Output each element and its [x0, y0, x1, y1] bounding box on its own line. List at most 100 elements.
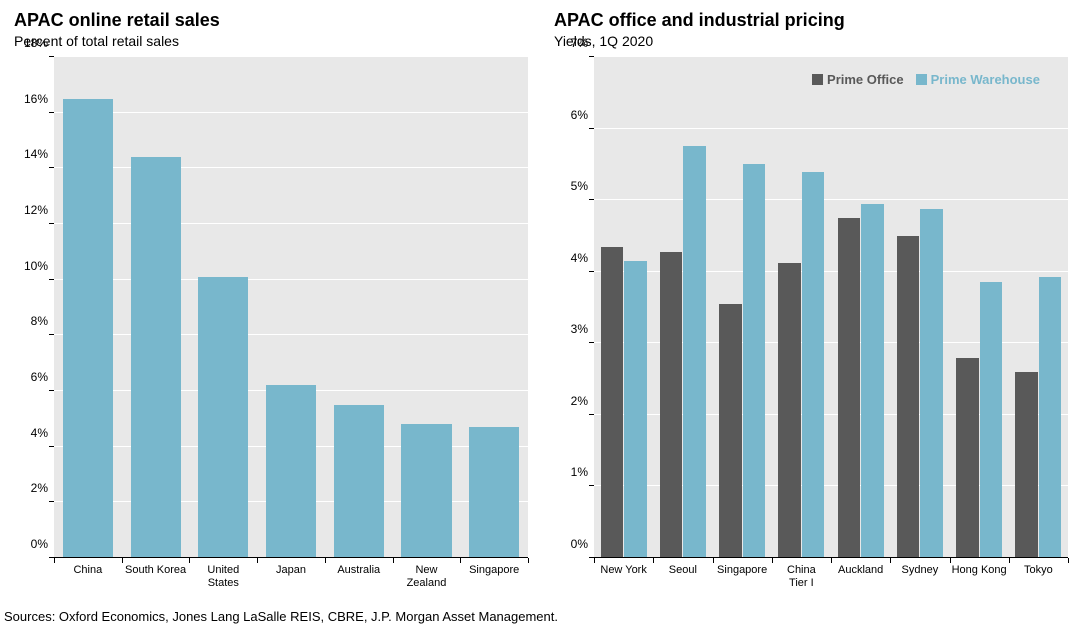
x-tick-mark: [594, 558, 595, 563]
bar: [778, 263, 801, 558]
chart-area: [54, 57, 528, 558]
x-tick-label: Australia: [325, 558, 393, 592]
bar: [1015, 372, 1038, 558]
bar-slot: [653, 57, 712, 558]
bar: [469, 427, 519, 558]
x-tick-mark: [325, 558, 326, 563]
bar: [980, 282, 1003, 558]
bar: [897, 236, 920, 558]
y-tick-label: 12%: [24, 203, 48, 217]
x-tick-mark: [528, 558, 529, 563]
x-tick-label: New York: [594, 558, 653, 592]
legend-item: Prime Office: [812, 72, 904, 87]
x-tick-label: Sydney: [890, 558, 949, 592]
right-subtitle: Yields, 1Q 2020: [554, 33, 1068, 49]
bar-slot: [950, 57, 1009, 558]
y-tick-label: 14%: [24, 147, 48, 161]
y-tick-label: 4%: [571, 251, 588, 265]
legend-swatch: [812, 74, 823, 85]
bar-slot: [460, 57, 528, 558]
right-plot: 0%1%2%3%4%5%6%7% Prime OfficePrime Wareh…: [552, 57, 1068, 592]
legend-swatch: [916, 74, 927, 85]
bar: [266, 385, 316, 558]
x-tick-mark: [890, 558, 891, 563]
bar: [63, 99, 113, 558]
y-tick-label: 16%: [24, 92, 48, 106]
y-tick-label: 7%: [571, 36, 588, 50]
right-y-axis: 0%1%2%3%4%5%6%7%: [552, 57, 594, 592]
bar: [861, 204, 884, 558]
x-tick-mark: [713, 558, 714, 563]
x-tick-label: Auckland: [831, 558, 890, 592]
legend-label: Prime Warehouse: [931, 72, 1040, 87]
x-tick-mark: [122, 558, 123, 563]
bar: [401, 424, 451, 558]
bar-slot: [890, 57, 949, 558]
left-y-axis: 0%2%4%6%8%10%12%14%16%18%: [12, 57, 54, 592]
bar: [334, 405, 384, 558]
bar: [743, 164, 766, 558]
x-tick-label: ChinaTier I: [772, 558, 831, 592]
y-tick-label: 10%: [24, 259, 48, 273]
x-tick-label: South Korea: [122, 558, 190, 592]
y-tick-label: 1%: [571, 465, 588, 479]
x-tick-mark: [1009, 558, 1010, 563]
y-tick-label: 6%: [571, 108, 588, 122]
y-tick-label: 18%: [24, 36, 48, 50]
x-tick-label: China: [54, 558, 122, 592]
bar: [956, 358, 979, 558]
y-tick-label: 8%: [31, 314, 48, 328]
bar: [802, 172, 825, 558]
y-tick-label: 6%: [31, 370, 48, 384]
bar: [601, 247, 624, 558]
y-tick-label: 2%: [31, 481, 48, 495]
bar: [838, 218, 861, 558]
x-tick-mark: [54, 558, 55, 563]
x-tick-label: UnitedStates: [189, 558, 257, 592]
bars-row: [54, 57, 528, 558]
bars-row: [594, 57, 1068, 558]
bar-slot: [257, 57, 325, 558]
x-axis-labels: New YorkSeoulSingaporeChinaTier IAucklan…: [594, 558, 1068, 592]
left-subtitle: Percent of total retail sales: [14, 33, 528, 49]
y-tick-label: 5%: [571, 179, 588, 193]
x-tick-label: NewZealand: [393, 558, 461, 592]
x-tick-label: Japan: [257, 558, 325, 592]
bar: [683, 146, 706, 558]
sources-footer: Sources: Oxford Economics, Jones Lang La…: [4, 609, 558, 624]
bar-slot: [594, 57, 653, 558]
left-plot: 0%2%4%6%8%10%12%14%16%18% ChinaSouth Kor…: [12, 57, 528, 592]
bar: [660, 252, 683, 558]
x-tick-mark: [460, 558, 461, 563]
x-tick-mark: [772, 558, 773, 563]
y-tick-label: 0%: [571, 537, 588, 551]
bar-slot: [772, 57, 831, 558]
x-axis-labels: ChinaSouth KoreaUnitedStatesJapanAustral…: [54, 558, 528, 592]
bar-slot: [393, 57, 461, 558]
x-tick-mark: [189, 558, 190, 563]
chart-area: Prime Office Prime Warehouse: [594, 57, 1068, 558]
x-tick-label: Singapore: [713, 558, 772, 592]
bar: [920, 209, 943, 558]
page: APAC online retail sales Percent of tota…: [0, 0, 1080, 628]
legend-item: Prime Warehouse: [916, 72, 1040, 87]
right-panel: APAC office and industrial pricing Yield…: [540, 0, 1080, 600]
right-title: APAC office and industrial pricing: [554, 10, 1068, 31]
bar-slot: [831, 57, 890, 558]
x-tick-label: Seoul: [653, 558, 712, 592]
x-tick-label: Tokyo: [1009, 558, 1068, 592]
x-tick-mark: [1068, 558, 1069, 563]
legend-label: Prime Office: [827, 72, 904, 87]
x-tick-mark: [393, 558, 394, 563]
x-tick-label: Hong Kong: [950, 558, 1009, 592]
x-tick-mark: [831, 558, 832, 563]
bar: [131, 157, 181, 558]
y-tick-label: 2%: [571, 394, 588, 408]
bar: [1039, 277, 1062, 558]
y-tick-label: 0%: [31, 537, 48, 551]
bar-slot: [325, 57, 393, 558]
x-tick-mark: [653, 558, 654, 563]
left-chart-body: ChinaSouth KoreaUnitedStatesJapanAustral…: [54, 57, 528, 592]
bar: [719, 304, 742, 558]
x-tick-label: Singapore: [460, 558, 528, 592]
